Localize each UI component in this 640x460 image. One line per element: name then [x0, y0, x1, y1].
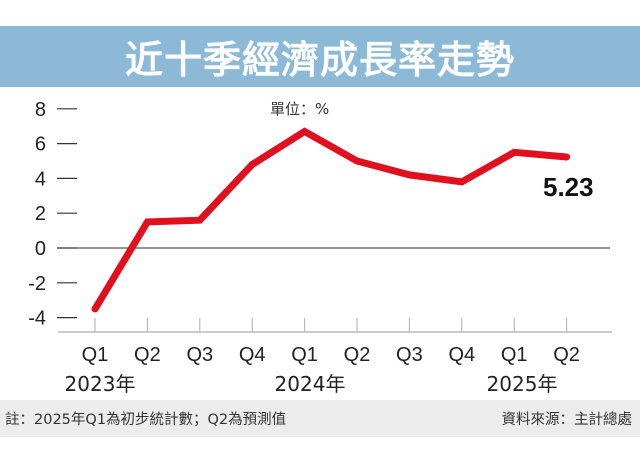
x-tick-label: Q1 — [501, 344, 528, 366]
x-tick-label: Q3 — [186, 344, 213, 366]
x-tick-label: Q2 — [344, 344, 371, 366]
chart-title: 近十季經濟成長率走勢 — [124, 38, 515, 82]
y-tick-label: -4 — [28, 308, 46, 330]
y-tick-label: 6 — [35, 134, 46, 156]
x-tick-label: Q2 — [553, 344, 580, 366]
line-chart: 8 6 4 2 0 -2 -4 Q1 Q2 Q3 Q4 Q1 Q2 Q3 Q4 Q1 Q2 2023年 2024年… — [28, 99, 612, 396]
y-tick-label: 2 — [35, 203, 46, 225]
x-tick-label: Q4 — [448, 344, 475, 366]
footer: 註：2025年Q1為初步統計數；Q2為預測值 資料來源：主計總處 — [0, 400, 640, 437]
latest-value-callout: 5.23 — [543, 172, 594, 202]
year-group-label: 2024年 — [275, 372, 346, 396]
x-tick-label: Q2 — [134, 344, 161, 366]
unit-label: 單位：% — [270, 100, 330, 118]
x-tick-label: Q4 — [239, 344, 266, 366]
y-axis: 8 6 4 2 0 -2 -4 — [28, 99, 77, 330]
y-tick-label: 4 — [35, 168, 46, 190]
footnote: 註：2025年Q1為初步統計數；Q2為預測值 — [5, 412, 287, 428]
year-group-label: 2025年 — [487, 372, 558, 396]
y-tick-label: -2 — [28, 273, 46, 295]
y-tick-label: 0 — [35, 238, 46, 260]
x-axis: Q1 Q2 Q3 Q4 Q1 Q2 Q3 Q4 Q1 Q2 2023年 2024年 2025年 — [58, 318, 612, 396]
x-tick-label: Q3 — [396, 344, 423, 366]
y-tick-label: 8 — [35, 99, 46, 121]
year-group-label: 2023年 — [65, 372, 136, 396]
growth-rate-line — [91, 127, 571, 313]
x-tick-label: Q1 — [291, 344, 318, 366]
x-tick-label: Q1 — [82, 344, 109, 366]
data-source: 資料來源：主計總處 — [501, 412, 633, 428]
title-bar: 近十季經濟成長率走勢 — [0, 26, 640, 87]
